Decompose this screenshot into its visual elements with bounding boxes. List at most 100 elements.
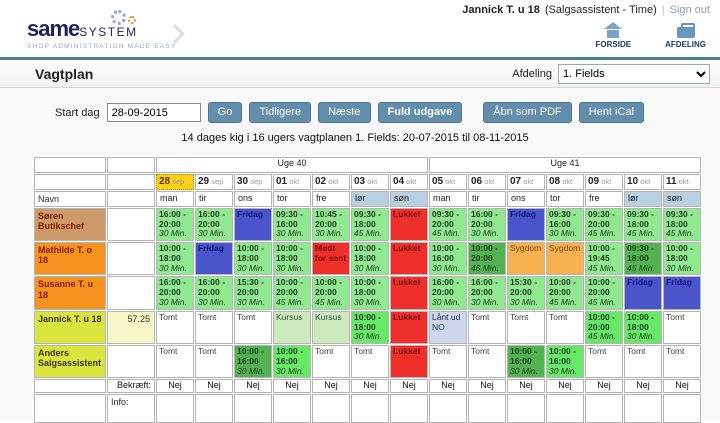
- naeste-button[interactable]: Næste: [318, 102, 371, 123]
- shift-cell[interactable]: Fridag: [195, 242, 233, 276]
- shift-cell[interactable]: Fridag: [507, 207, 545, 242]
- shift-cell[interactable]: Fridag: [234, 207, 272, 242]
- shift-cell[interactable]: 16:00 -20:00 30 Min.: [156, 276, 194, 310]
- shift-cell[interactable]: 10:00 -16:00 30 Min.: [507, 345, 545, 379]
- shift-cell[interactable]: 10:00 -20:00 45 Min.: [585, 310, 623, 345]
- shift-cell[interactable]: Sygdom: [507, 242, 545, 276]
- shift-cell[interactable]: 09:30 -16:00 30 Min.: [546, 207, 584, 242]
- shift-cell[interactable]: 09:30 -20:00 45 Min.: [429, 207, 467, 242]
- shift-cell[interactable]: 10:00 -18:00 30 Min.: [351, 276, 389, 310]
- main-area: Start dag Go Tidligere Næste Fuld udgave…: [0, 88, 720, 423]
- start-dag-input[interactable]: [106, 103, 201, 122]
- home-icon: [604, 22, 623, 38]
- shift-cell[interactable]: Lukket: [390, 345, 428, 379]
- shift-cell[interactable]: 10:00 -20:00 45 Min.: [546, 276, 584, 310]
- shift-cell[interactable]: 10:00 -18:00 30 Min.: [351, 242, 389, 276]
- shift-cell[interactable]: 10:00 -20:00 45 Min.: [468, 242, 506, 276]
- info-cell: [234, 394, 272, 423]
- shift-cell[interactable]: 09:30 -16:00 30 Min.: [273, 207, 311, 242]
- shift-cell[interactable]: 10:45 -20:00 30 Min.: [312, 207, 350, 242]
- shift-cell[interactable]: 10:00 -18:00 30 Min.: [351, 310, 389, 345]
- shift-cell[interactable]: Tomt: [156, 310, 194, 345]
- hent-ical-button[interactable]: Hent iCal: [578, 102, 645, 123]
- fuld-udgave-button[interactable]: Fuld udgave: [377, 102, 463, 123]
- shift-cell[interactable]: Tomt: [585, 345, 623, 379]
- shift-cell[interactable]: 09:30 -18:00 45 Min.: [624, 207, 662, 242]
- shift-cell[interactable]: 10:00 -20:00 45 Min.: [312, 276, 350, 310]
- date-header: 07 okt: [507, 174, 545, 190]
- shift-cell[interactable]: 09:30 -18:00 45 Min.: [624, 242, 662, 276]
- confirm-cell: Nej: [585, 379, 623, 394]
- shift-cell[interactable]: Tomt: [546, 310, 584, 345]
- shift-cell[interactable]: 10:00 -18:00 30 Min.: [156, 242, 194, 276]
- shift-cell[interactable]: 10:00 -16:00 30 Min.: [546, 345, 584, 379]
- go-button[interactable]: Go: [207, 102, 243, 123]
- shift-cell[interactable]: 16:00 -20:00 30 Min.: [468, 276, 506, 310]
- shift-cell[interactable]: 16:00 -20:00 30 Min.: [429, 276, 467, 310]
- shift-cell[interactable]: 16:00 -20:00 30 Min.: [195, 207, 233, 242]
- tidligere-button[interactable]: Tidligere: [249, 102, 312, 123]
- day-header: fre: [312, 190, 350, 207]
- confirm-cell: Nej: [312, 379, 350, 394]
- shift-cell[interactable]: Kursus: [312, 310, 350, 345]
- shift-cell[interactable]: Lukket: [390, 276, 428, 310]
- shift-cell[interactable]: Tomt: [468, 345, 506, 379]
- aabn-som-pdf-button[interactable]: Åbn som PDF: [483, 102, 572, 123]
- user-bar: Jannick T. u 18 (Salgsassistent - Time) …: [0, 0, 720, 19]
- shift-cell[interactable]: Tomt: [156, 345, 194, 379]
- shift-cell[interactable]: Tomt: [507, 310, 545, 345]
- shift-cell[interactable]: 10:00 -20:00 45 Min.: [273, 276, 311, 310]
- shift-cell[interactable]: 15:30 -20:00 30 Min.: [234, 276, 272, 310]
- shift-cell[interactable]: Tomt: [663, 310, 701, 345]
- shift-cell[interactable]: 15:30 -20:00 30 Min.: [507, 276, 545, 310]
- shift-cell[interactable]: 09:30 -18:00 45 Min.: [663, 207, 701, 242]
- shift-cell[interactable]: Tomt: [468, 310, 506, 345]
- date-header: 10 okt: [624, 174, 662, 190]
- shift-cell[interactable]: Lukket: [390, 310, 428, 345]
- shift-cell[interactable]: 16:00 -20:00 30 Min.: [156, 207, 194, 242]
- shift-cell[interactable]: Lukket: [390, 242, 428, 276]
- shift-cell[interactable]: 10:00 -18:00 30 Min.: [624, 310, 662, 345]
- shift-cell[interactable]: 16:00 -20:00 30 Min.: [468, 207, 506, 242]
- shift-cell[interactable]: 10:00 -20:00 45 Min.: [585, 276, 623, 310]
- shift-cell[interactable]: 10:00 -19:45 45 Min.: [585, 242, 623, 276]
- info-cell: [507, 394, 545, 423]
- shift-cell[interactable]: Tomt: [429, 345, 467, 379]
- shift-cell[interactable]: Sygdom: [546, 242, 584, 276]
- shift-cell[interactable]: Tomt: [195, 310, 233, 345]
- day-header: søn: [390, 190, 428, 207]
- afdeling-select[interactable]: 1. Fields: [558, 64, 710, 84]
- shift-cell[interactable]: Mødt for sent: [312, 242, 350, 276]
- info-cell: [585, 394, 623, 423]
- shift-cell[interactable]: 09:30 -18:00 45 Min.: [351, 207, 389, 242]
- employee-row: Jannick T. u 18 57.25 Tomt Tomt Tomt Kursus Ku…: [34, 310, 701, 345]
- shift-cell[interactable]: 10:00 -18:00 30 Min.: [663, 242, 701, 276]
- shift-cell[interactable]: 09:30 -20:00 45 Min.: [585, 207, 623, 242]
- shift-cell[interactable]: 10:00 -18:00 30 Min.: [273, 242, 311, 276]
- shift-cell[interactable]: Tomt: [234, 310, 272, 345]
- shift-cell[interactable]: Tomt: [351, 345, 389, 379]
- shift-cell[interactable]: Tomt: [624, 345, 662, 379]
- shift-cell[interactable]: Kursus: [273, 310, 311, 345]
- shift-cell[interactable]: Tomt: [312, 345, 350, 379]
- shift-cell[interactable]: Lukket: [390, 207, 428, 242]
- shift-cell[interactable]: 10:00 -16:00 30 Min.: [429, 242, 467, 276]
- shift-cell[interactable]: 10:00 -16:00 30 Min.: [273, 345, 311, 379]
- sign-out-link[interactable]: Sign out: [669, 3, 710, 16]
- corner-cell: [107, 190, 155, 207]
- nav-forside[interactable]: FORSIDE: [595, 22, 632, 49]
- shift-cell[interactable]: 10:00 -16:00 30 Min.: [234, 345, 272, 379]
- shift-cell[interactable]: Fridag: [663, 276, 701, 310]
- shift-cell[interactable]: Tomt: [195, 345, 233, 379]
- shift-cell[interactable]: Fridag: [624, 276, 662, 310]
- day-header: tir: [195, 190, 233, 207]
- nav-afdeling[interactable]: AFDELING: [665, 22, 706, 49]
- samesystem-logo[interactable]: sameSYSTEM SHOP ADMINISTRATION MADE EASY: [27, 10, 176, 50]
- nav-forside-label: FORSIDE: [595, 40, 632, 49]
- shift-cell[interactable]: Tomt: [663, 345, 701, 379]
- shift-cell[interactable]: 10:00 -18:00 30 Min.: [234, 242, 272, 276]
- shift-cell[interactable]: Lånt ud NO: [429, 310, 467, 345]
- date-header: 02 okt: [312, 174, 350, 190]
- date-header: 06 okt: [468, 174, 506, 190]
- shift-cell[interactable]: 16:00 -20:00 30 Min.: [195, 276, 233, 310]
